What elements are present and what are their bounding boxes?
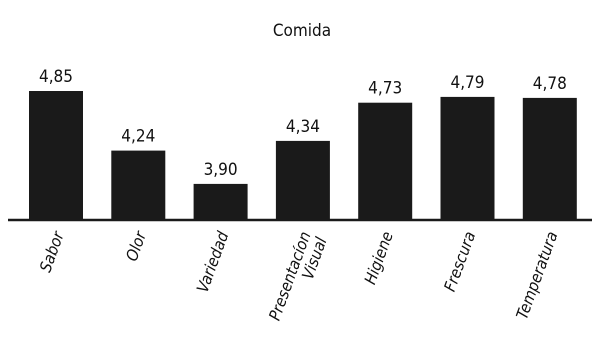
x-tick-label: Higiene (360, 229, 397, 287)
bar-olor (111, 150, 166, 220)
bar-frescura (440, 96, 495, 220)
bar-presentacíon-visual (275, 140, 330, 220)
data-label: 4,24 (121, 127, 155, 147)
data-label: 3,90 (204, 160, 238, 180)
bar-higiene (358, 102, 413, 220)
bar-variedad (193, 183, 248, 220)
data-label: 4,79 (450, 73, 484, 93)
x-tick-label: Frescura (440, 229, 479, 294)
chart-title: Comida (273, 21, 331, 41)
bar-temperatura (522, 97, 577, 220)
x-tick-label: PresentacíonVisual (265, 229, 331, 329)
data-label: 4,78 (533, 74, 567, 94)
data-label: 4,85 (39, 67, 73, 87)
x-tick-label: Variedad (193, 228, 233, 295)
x-tick-label: Sabor (36, 228, 69, 275)
data-label: 4,34 (286, 117, 320, 137)
bar-sabor (29, 91, 83, 220)
data-label: 4,73 (368, 79, 402, 99)
x-tick-label: Olor (122, 228, 151, 264)
x-tick-label: Temperatura (512, 229, 561, 322)
